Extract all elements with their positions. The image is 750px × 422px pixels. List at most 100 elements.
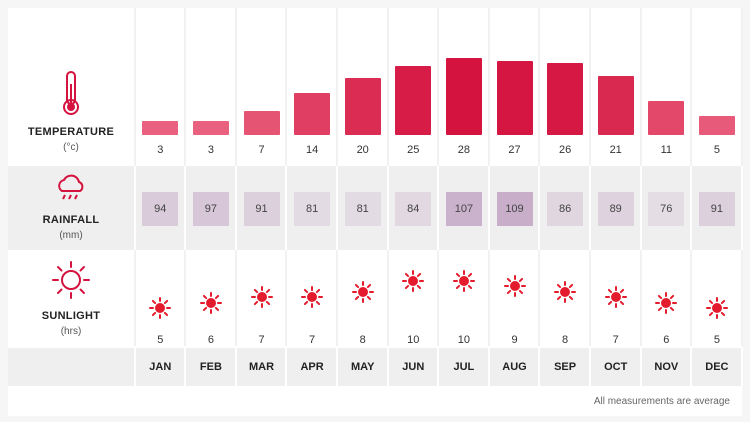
rainfall-row: RAINFALL (mm) 94 97 91 81 81 84 107 109 86 89 76 91 bbox=[8, 166, 743, 250]
column-divider bbox=[234, 166, 237, 250]
column-divider bbox=[133, 166, 136, 250]
column-divider bbox=[133, 348, 136, 386]
sun-marker-nov bbox=[655, 291, 678, 314]
column-divider bbox=[740, 348, 743, 386]
rainfall-value-dec: 91 bbox=[698, 192, 735, 226]
column-divider bbox=[184, 166, 187, 250]
column-divider bbox=[639, 348, 642, 386]
column-divider bbox=[285, 8, 288, 166]
temperature-unit: (°c) bbox=[63, 142, 79, 153]
thermometer-icon bbox=[8, 70, 134, 121]
temperature-bar-jul bbox=[445, 58, 482, 135]
sun-marker-feb bbox=[199, 291, 222, 314]
column-divider bbox=[285, 166, 288, 250]
column-divider bbox=[588, 166, 591, 250]
column-divider bbox=[234, 348, 237, 386]
column-divider bbox=[285, 348, 288, 386]
sun-marker-apr bbox=[301, 286, 324, 309]
sunlight-value-dec: 5 bbox=[713, 334, 720, 346]
column-divider bbox=[386, 250, 389, 346]
column-divider bbox=[588, 250, 591, 346]
column-divider bbox=[437, 348, 440, 386]
month-label-may: MAY bbox=[350, 361, 375, 373]
sun-marker-sep bbox=[554, 280, 577, 303]
temperature-value-aug: 27 bbox=[508, 144, 521, 156]
sun-marker-dec bbox=[705, 297, 728, 319]
column-divider bbox=[538, 250, 541, 346]
column-divider bbox=[639, 250, 642, 346]
footnote: All measurements are average bbox=[593, 396, 730, 407]
temperature-value-feb: 3 bbox=[207, 144, 214, 156]
column-divider bbox=[538, 8, 541, 166]
temperature-bar-apr bbox=[294, 93, 331, 135]
sun-marker-oct bbox=[604, 286, 627, 309]
sunlight-value-may: 8 bbox=[359, 334, 366, 346]
column-divider bbox=[487, 348, 490, 386]
rainfall-value-mar: 91 bbox=[243, 192, 280, 226]
temperature-value-jul: 28 bbox=[457, 144, 471, 156]
sunlight-value-feb: 6 bbox=[207, 334, 214, 346]
column-divider bbox=[588, 8, 591, 166]
climate-chart: TEMPERATURE (°c) 3 3 7 14 20 25 28 27 26 21 11 5 RA… bbox=[8, 8, 743, 416]
column-divider bbox=[690, 348, 693, 386]
column-divider bbox=[740, 8, 743, 166]
temperature-value-apr: 14 bbox=[305, 144, 319, 156]
temperature-value-nov: 11 bbox=[660, 144, 672, 156]
column-divider bbox=[740, 250, 743, 346]
temperature-bar-jun bbox=[395, 65, 432, 135]
temperature-bar-mar bbox=[243, 110, 280, 135]
column-divider bbox=[184, 250, 187, 346]
column-divider bbox=[487, 166, 490, 250]
temperature-bar-may bbox=[344, 78, 381, 135]
month-label-sep: SEP bbox=[554, 361, 577, 373]
column-divider bbox=[690, 250, 693, 346]
temperature-value-dec: 5 bbox=[713, 144, 720, 156]
column-divider bbox=[437, 166, 440, 250]
rainfall-value-nov: 76 bbox=[648, 192, 685, 226]
month-label-nov: NOV bbox=[654, 361, 679, 373]
column-divider bbox=[639, 8, 642, 166]
temperature-value-sep: 26 bbox=[558, 144, 572, 156]
month-label-jun: JUN bbox=[402, 361, 425, 373]
temperature-value-mar: 7 bbox=[258, 144, 265, 156]
sunlight-value-oct: 7 bbox=[612, 334, 619, 346]
month-label-aug: AUG bbox=[502, 361, 527, 373]
temperature-title: TEMPERATURE bbox=[27, 126, 115, 138]
column-divider bbox=[386, 8, 389, 166]
sunlight-value-jul: 10 bbox=[457, 334, 471, 346]
column-divider bbox=[184, 8, 187, 166]
sun-icon bbox=[8, 260, 134, 305]
sun-marker-jun bbox=[402, 270, 425, 292]
month-label-dec: DEC bbox=[705, 361, 729, 373]
column-divider bbox=[437, 250, 440, 346]
month-label-oct: OCT bbox=[604, 361, 628, 373]
sunlight-value-mar: 7 bbox=[258, 334, 265, 346]
month-label-jan: JAN bbox=[149, 361, 172, 373]
temperature-bar-nov bbox=[648, 100, 685, 135]
rainfall-value-oct: 89 bbox=[597, 192, 634, 226]
month-label-apr: APR bbox=[300, 361, 324, 373]
column-divider bbox=[588, 348, 591, 386]
sunlight-value-jun: 10 bbox=[407, 334, 420, 346]
column-divider bbox=[133, 250, 136, 346]
column-divider bbox=[538, 166, 541, 250]
rainfall-unit: (mm) bbox=[59, 230, 83, 241]
rain-cloud-icon bbox=[8, 174, 134, 209]
temperature-bar-dec bbox=[698, 115, 735, 135]
sunlight-title: SUNLIGHT bbox=[41, 310, 101, 322]
temperature-value-jun: 25 bbox=[407, 144, 420, 156]
sunlight-unit: (hrs) bbox=[60, 326, 82, 337]
column-divider bbox=[234, 8, 237, 166]
column-divider bbox=[184, 348, 187, 386]
column-divider bbox=[285, 250, 288, 346]
column-divider bbox=[133, 8, 136, 166]
column-divider bbox=[234, 250, 237, 346]
rainfall-value-jan: 94 bbox=[142, 192, 179, 226]
sun-marker-aug bbox=[503, 275, 526, 298]
month-label-mar: MAR bbox=[248, 361, 275, 373]
sunlight-value-jan: 5 bbox=[157, 334, 164, 346]
temperature-value-may: 20 bbox=[356, 144, 369, 156]
temperature-row: TEMPERATURE (°c) 3 3 7 14 20 25 28 27 26 21 11 5 bbox=[8, 8, 743, 166]
sunlight-value-sep: 8 bbox=[562, 334, 569, 346]
rainfall-title: RAINFALL bbox=[42, 214, 100, 226]
